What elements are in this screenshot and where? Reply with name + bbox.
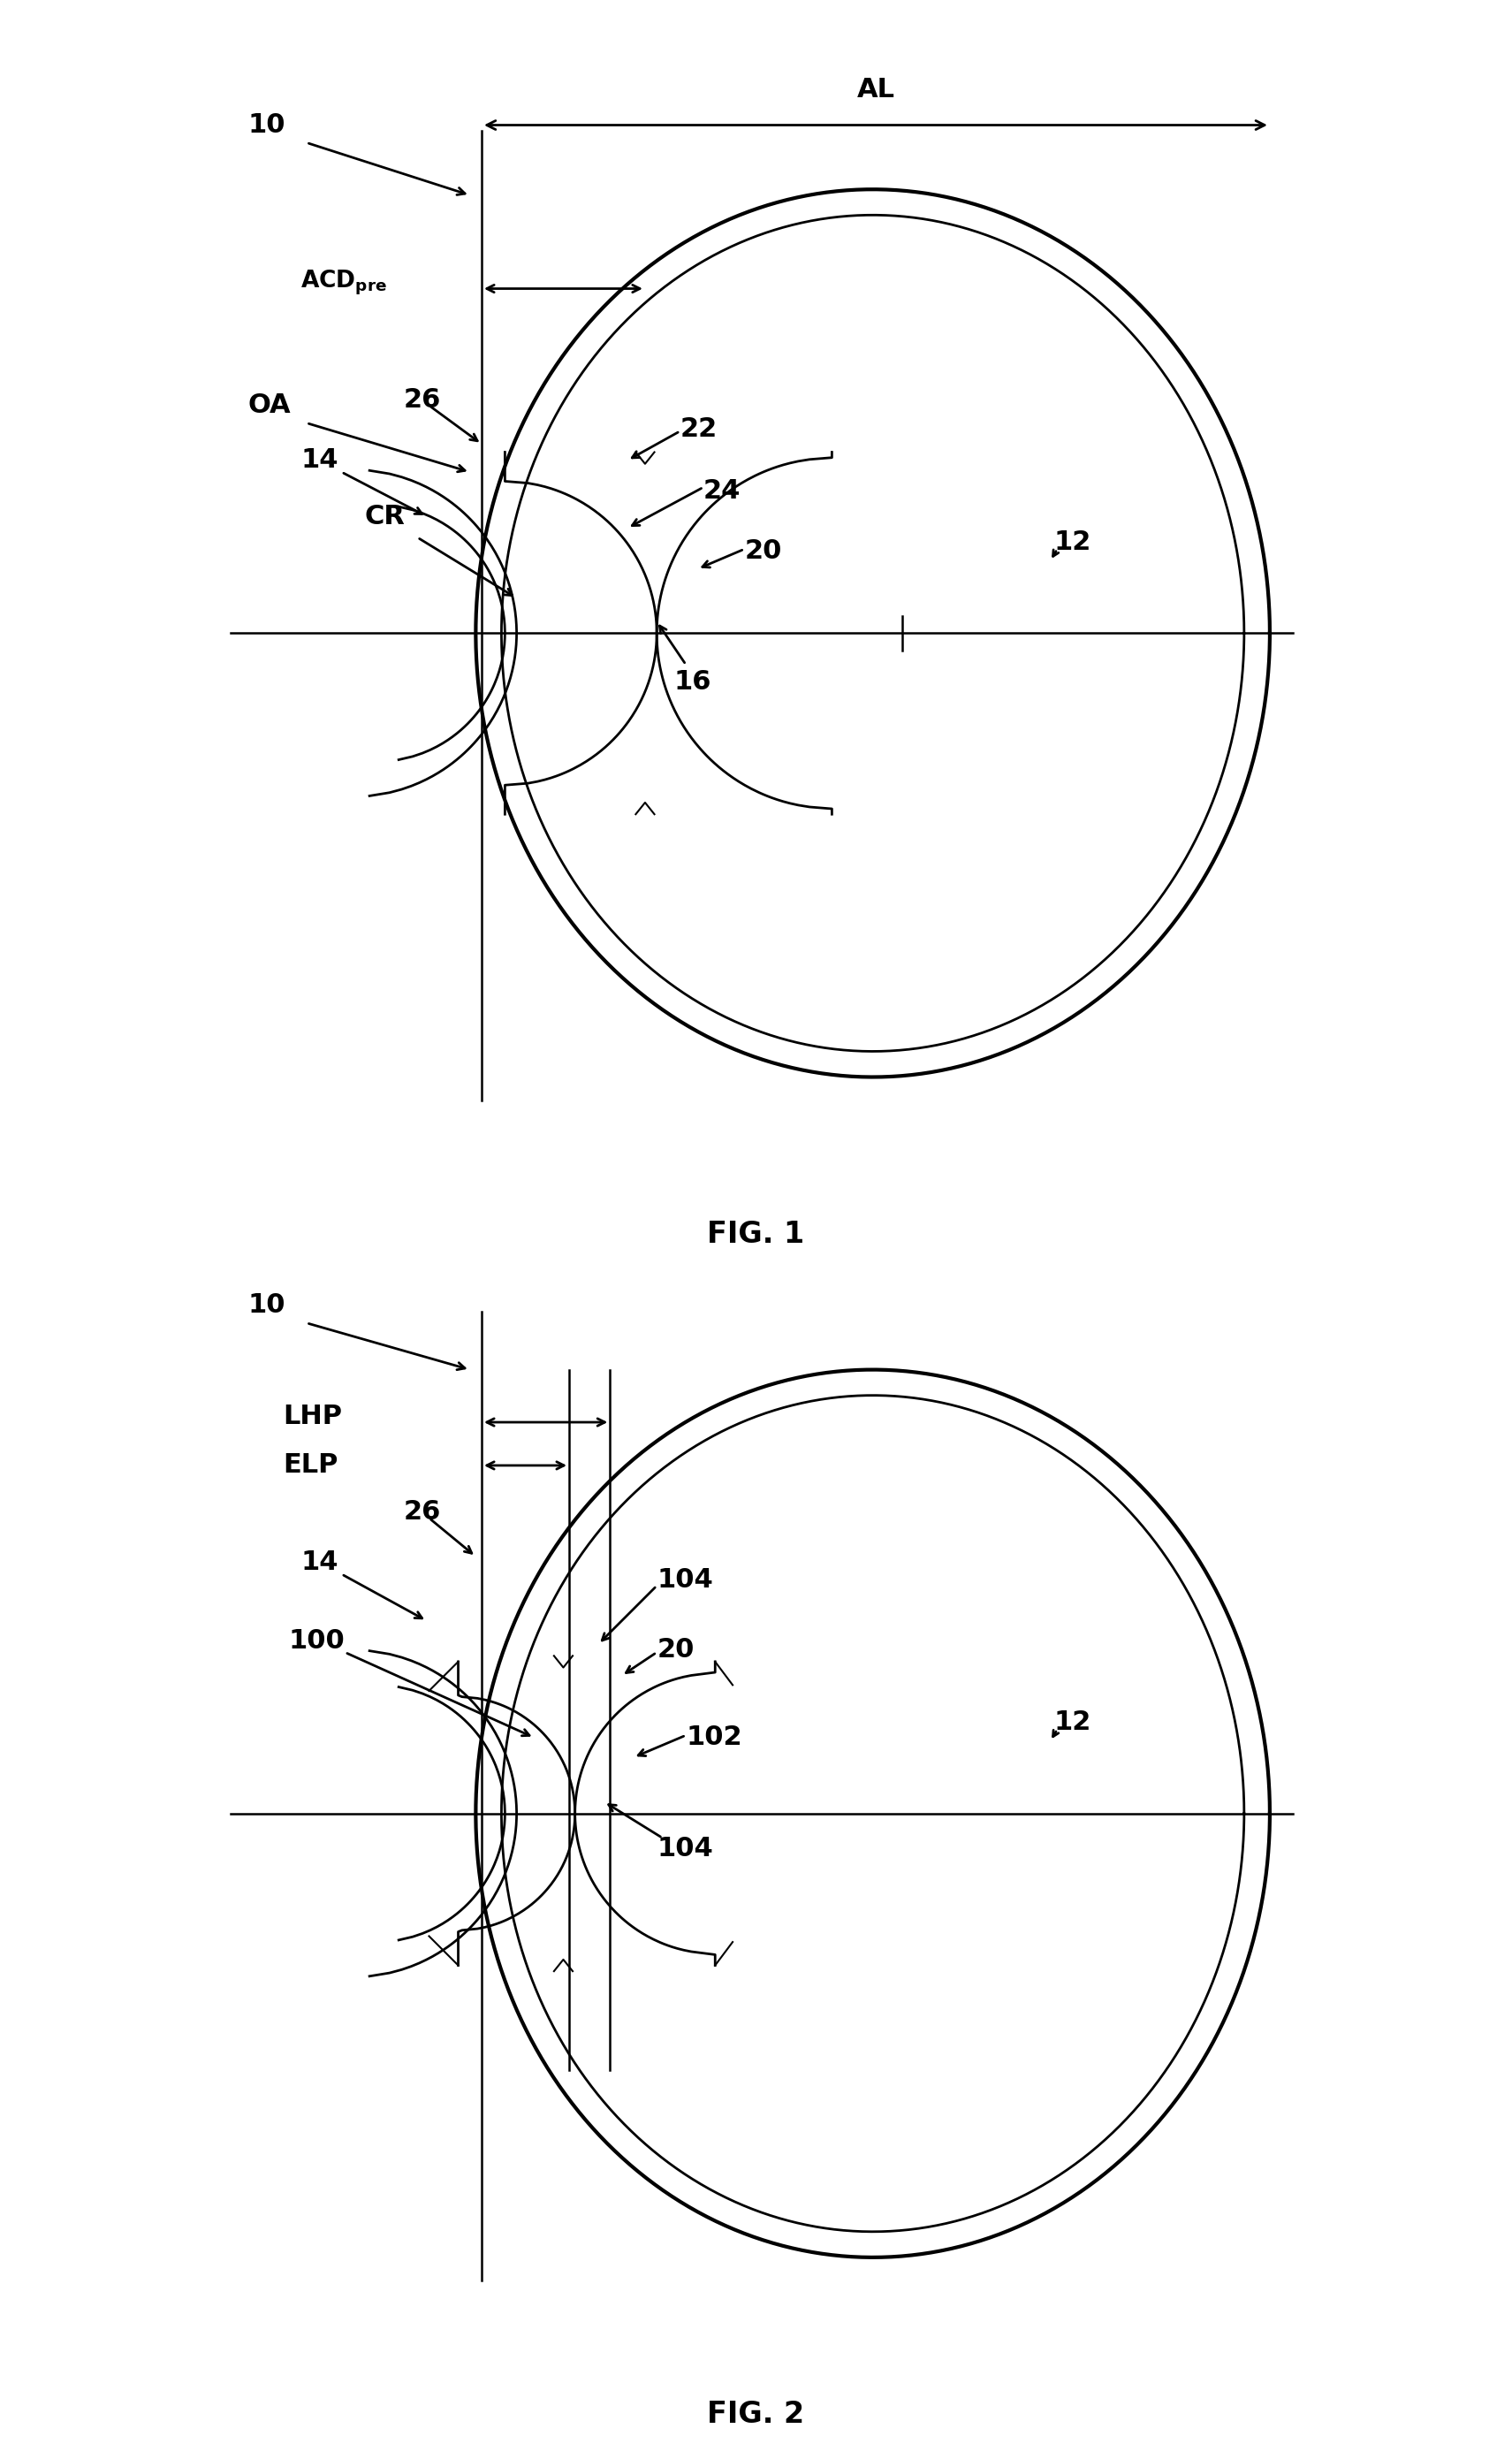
- Text: ELP: ELP: [283, 1453, 339, 1478]
- Text: 12: 12: [1054, 1709, 1092, 1736]
- Text: 22: 22: [680, 416, 717, 443]
- Text: OA: OA: [248, 393, 290, 418]
- Text: FIG. 2: FIG. 2: [708, 2400, 804, 2429]
- Text: FIG. 1: FIG. 1: [708, 1220, 804, 1249]
- Text: 16: 16: [674, 669, 712, 696]
- Text: 102: 102: [686, 1724, 742, 1751]
- Text: ACD$_{\mathregular{pre}}$: ACD$_{\mathregular{pre}}$: [301, 268, 387, 298]
- Text: 20: 20: [744, 539, 782, 563]
- Text: 14: 14: [301, 448, 339, 472]
- Text: 12: 12: [1054, 529, 1092, 556]
- Text: 10: 10: [248, 113, 286, 138]
- Text: 104: 104: [656, 1837, 714, 1861]
- Text: 26: 26: [404, 386, 442, 413]
- Text: 104: 104: [656, 1566, 714, 1593]
- Text: 14: 14: [301, 1549, 339, 1576]
- Text: 26: 26: [404, 1500, 442, 1525]
- Text: AL: AL: [857, 76, 895, 103]
- Text: 24: 24: [703, 477, 741, 504]
- Text: 20: 20: [656, 1638, 694, 1662]
- Text: 10: 10: [248, 1293, 286, 1318]
- Text: CR: CR: [364, 504, 405, 529]
- Text: LHP: LHP: [283, 1404, 342, 1429]
- Text: 100: 100: [289, 1628, 345, 1652]
